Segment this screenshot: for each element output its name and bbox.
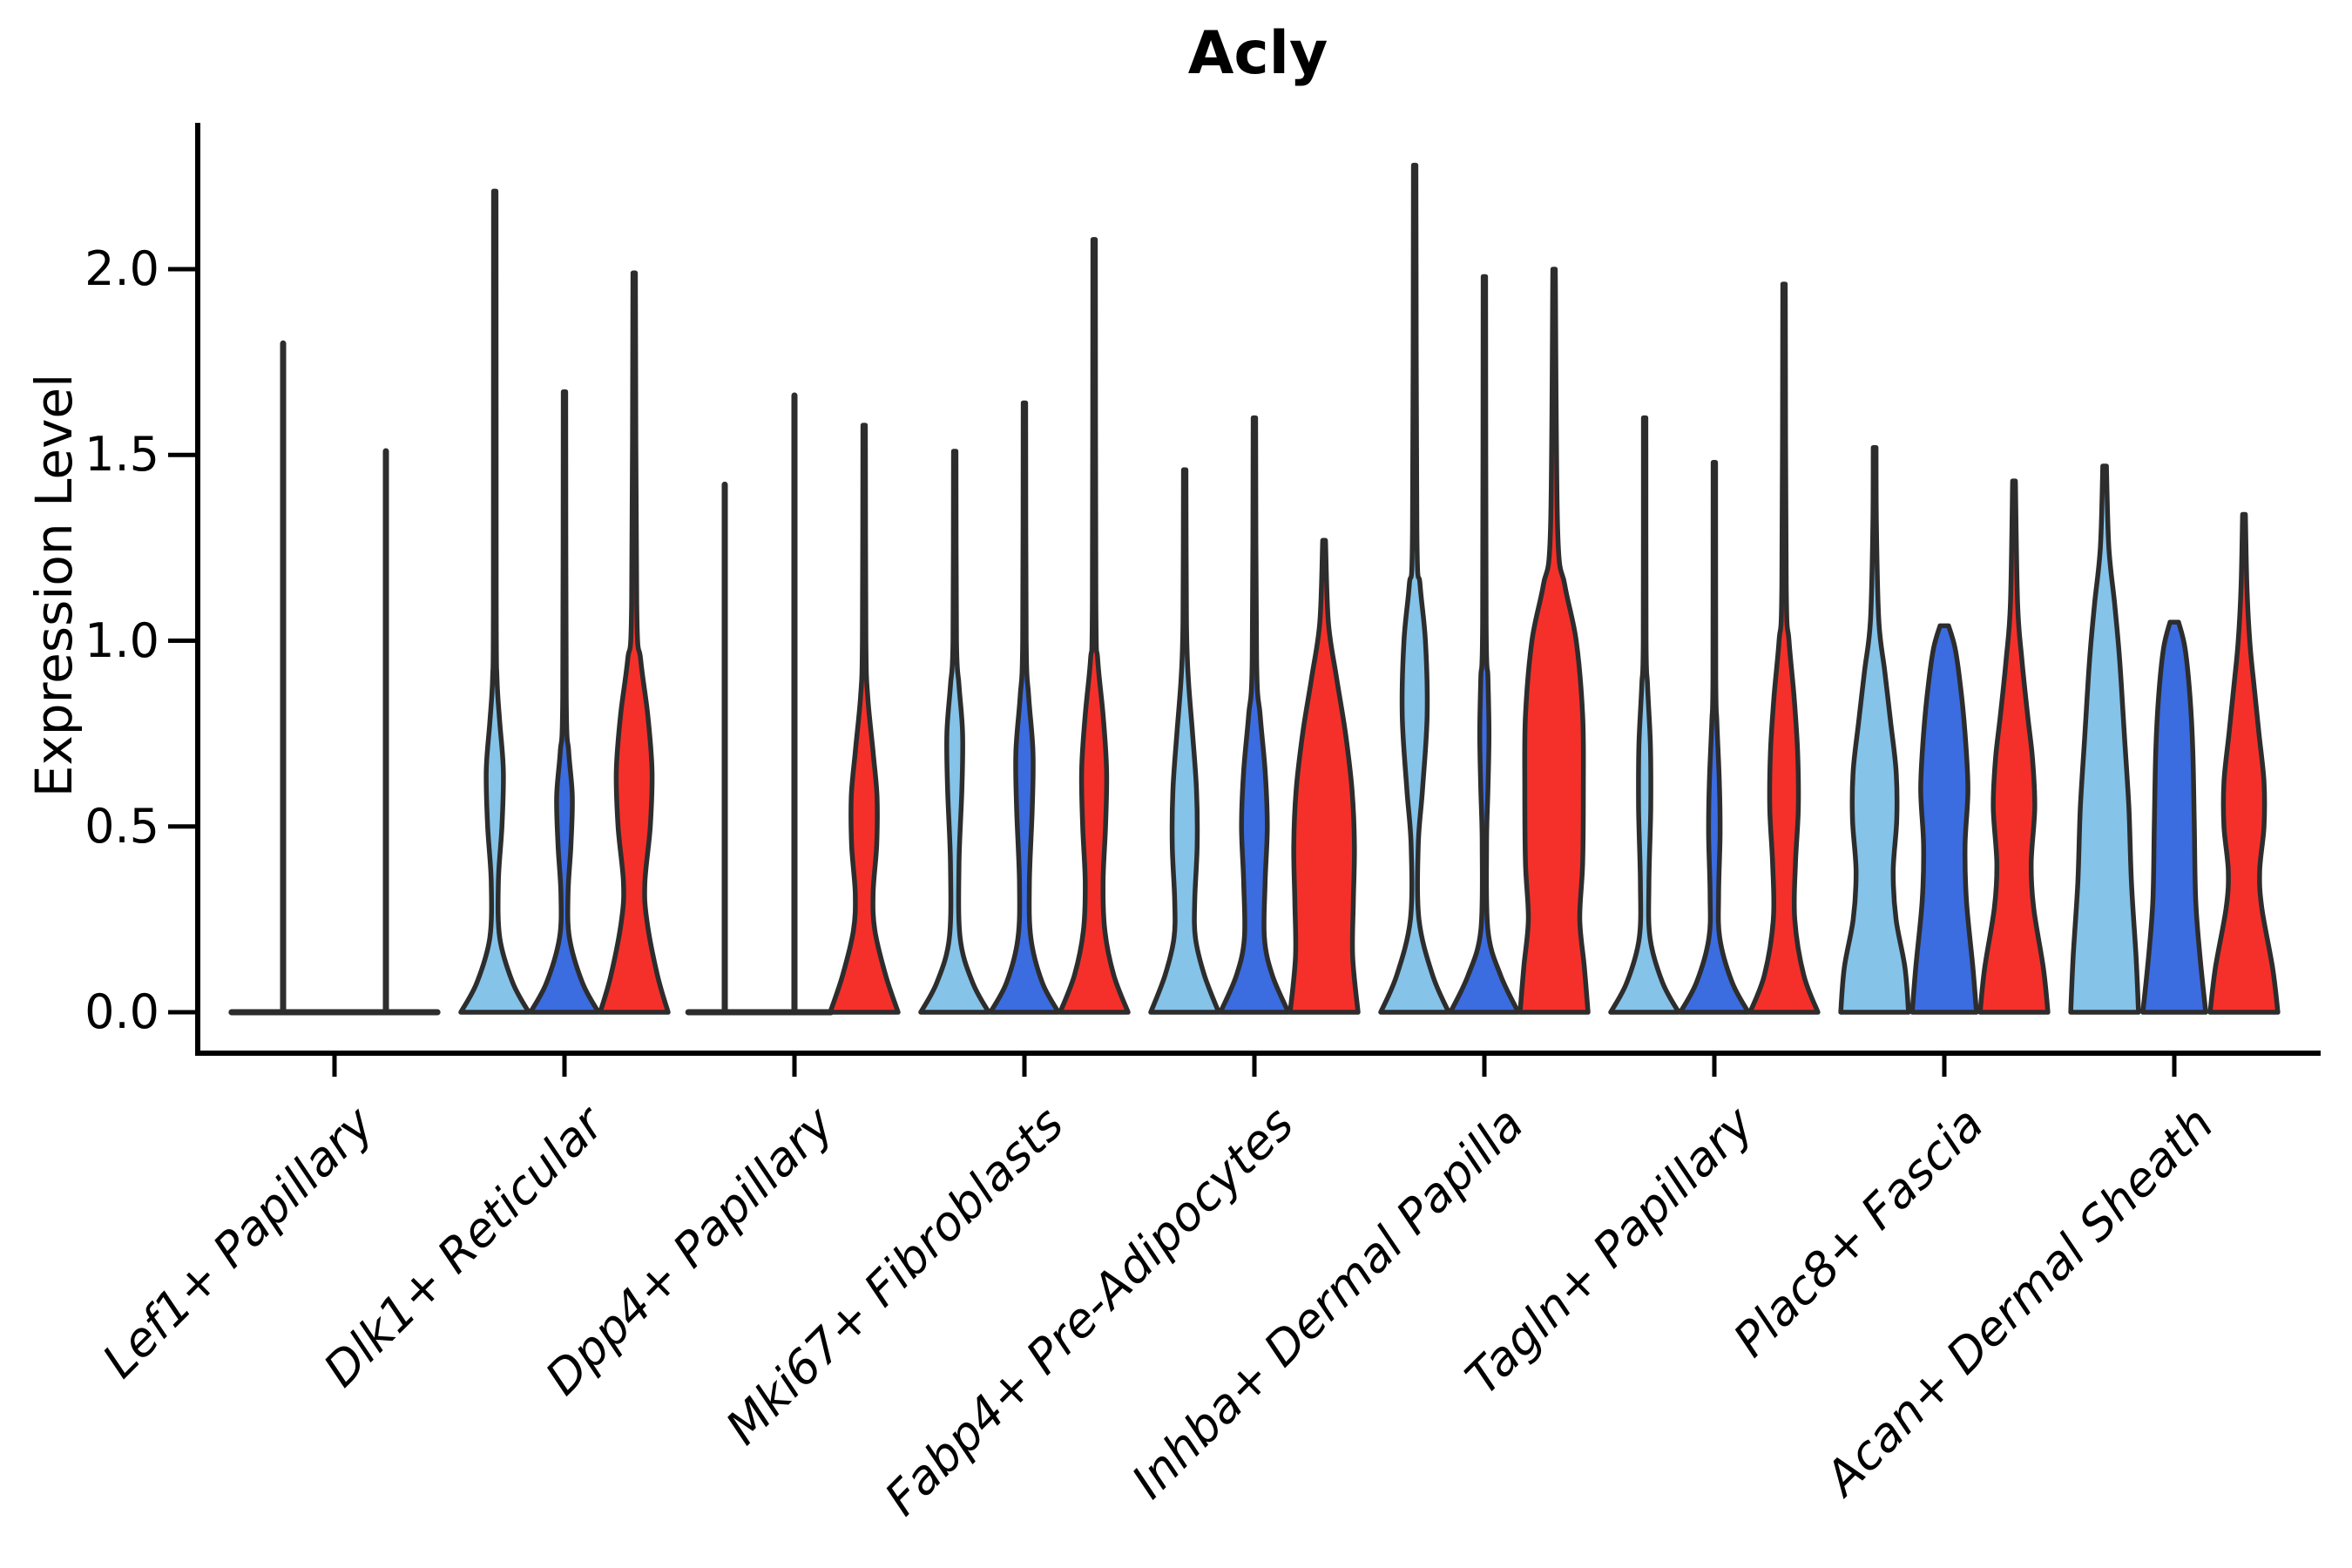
- violin: [528, 389, 601, 1015]
- violin: [1977, 478, 2051, 1015]
- y-tick-label: 0.0: [84, 984, 159, 1039]
- violin: [2068, 463, 2141, 1015]
- violin: [1838, 444, 1911, 1015]
- violin: [1678, 460, 1751, 1015]
- violin: [1288, 537, 1361, 1015]
- violin: [458, 188, 531, 1015]
- chart-title: Acly: [1187, 19, 1328, 88]
- violin: [2207, 511, 2281, 1015]
- violin: [1378, 162, 1451, 1015]
- y-tick-label: 1.0: [84, 612, 159, 668]
- violin: [1448, 274, 1521, 1015]
- violin: [2140, 619, 2208, 1015]
- violin: [1148, 467, 1221, 1015]
- violin: [1218, 415, 1291, 1015]
- y-tick-label: 2.0: [84, 241, 159, 296]
- violin: [598, 270, 671, 1015]
- violin: [918, 449, 991, 1015]
- violin: [988, 400, 1061, 1015]
- violin: [1608, 415, 1681, 1015]
- violin: [1909, 623, 1979, 1015]
- y-tick-label: 1.5: [84, 427, 159, 483]
- violin: [1747, 281, 1821, 1015]
- violin: [828, 422, 901, 1015]
- y-tick-label: 0.5: [84, 798, 159, 854]
- violin: [1058, 237, 1131, 1015]
- violin: [1517, 267, 1591, 1015]
